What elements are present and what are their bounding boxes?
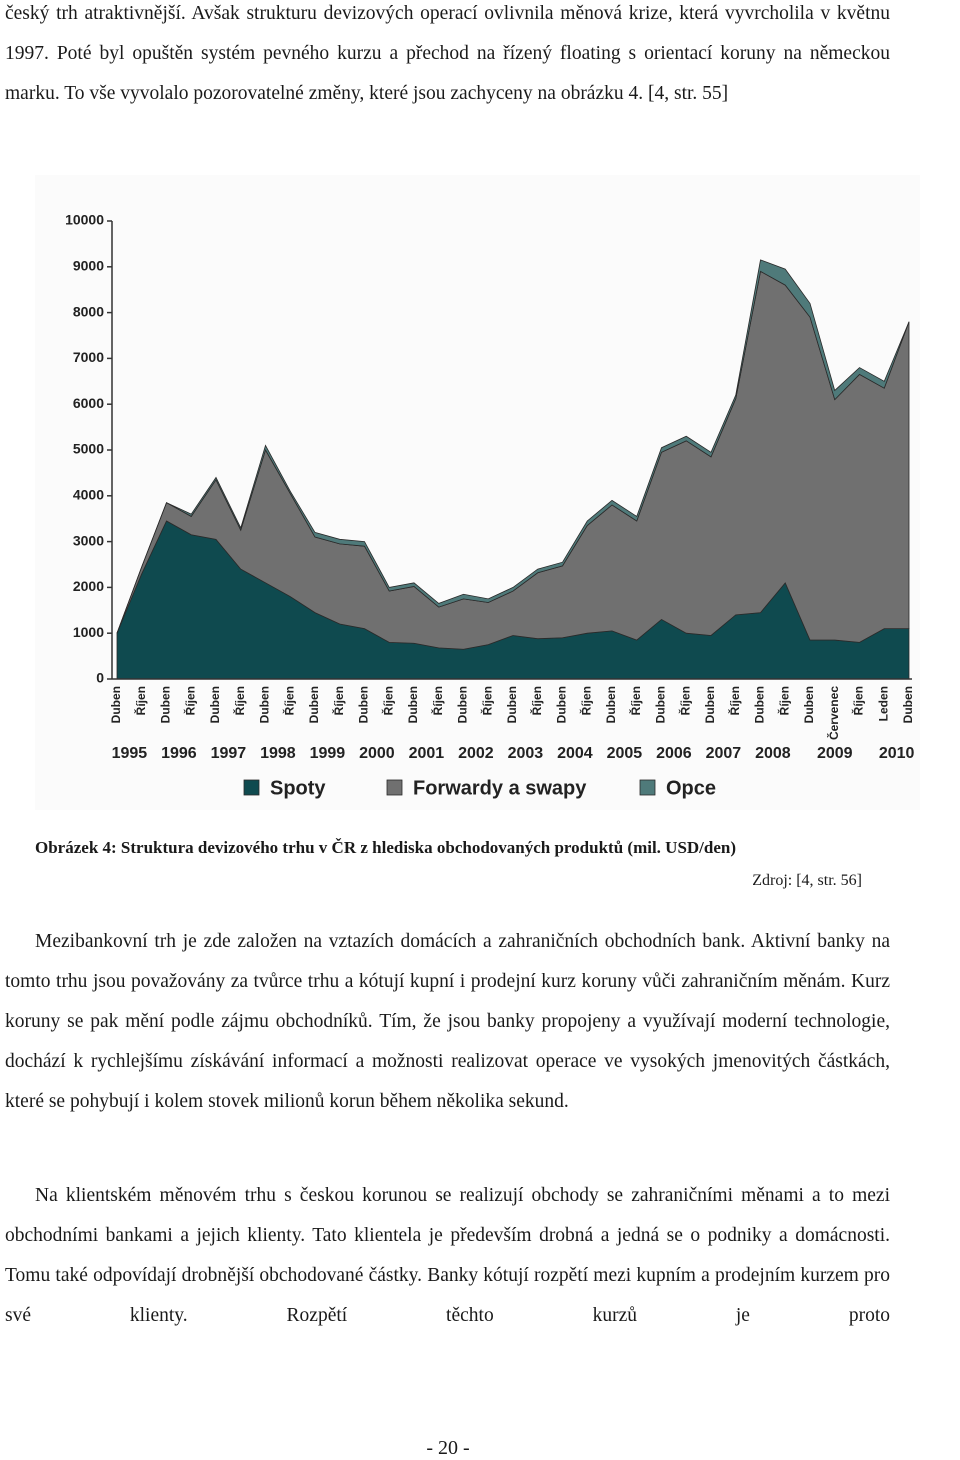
x-tick-label: Duben — [505, 686, 519, 723]
y-tick-label: 10000 — [65, 212, 104, 228]
x-tick-label: Červenec — [826, 686, 841, 740]
y-tick-label: 2000 — [73, 578, 104, 594]
x-tick-label: Říjen — [182, 686, 197, 715]
x-group-label: 1995 — [112, 745, 148, 762]
x-tick-label: Duben — [654, 686, 668, 723]
y-tick-label: 8000 — [73, 303, 104, 319]
legend-label: Opce — [666, 777, 716, 799]
x-group-label: 2002 — [458, 745, 494, 762]
y-tick-label: 0 — [96, 670, 104, 686]
x-tick-label: Duben — [456, 686, 470, 723]
y-tick-label: 9000 — [73, 258, 104, 274]
x-tick-label: Říjen — [677, 686, 692, 715]
x-group-label: 2000 — [359, 745, 395, 762]
paragraph: český trh atraktivnější. Avšak strukturu… — [5, 3, 890, 104]
x-tick-label: Říjen — [133, 686, 148, 715]
x-tick-label: Duben — [307, 686, 321, 723]
paragraph: Na klientském měnovém trhu s českou koru… — [5, 1185, 890, 1326]
x-tick-label: Říjen — [628, 686, 643, 715]
x-group-label: 1997 — [211, 745, 247, 762]
x-tick-label: Duben — [901, 686, 915, 723]
y-tick-label: 3000 — [73, 532, 104, 548]
x-tick-label: Říjen — [380, 686, 395, 715]
y-tick-label: 7000 — [73, 349, 104, 365]
x-tick-label: Říjen — [281, 686, 296, 715]
legend-swatch — [639, 779, 656, 796]
x-tick-label: Říjen — [430, 686, 445, 715]
x-tick-label: Duben — [406, 686, 420, 723]
x-tick-label: Říjen — [232, 686, 247, 715]
x-tick-label: Leden — [876, 686, 890, 721]
x-tick-label: Duben — [159, 686, 173, 723]
x-group-label: 2007 — [706, 745, 742, 762]
x-tick-label: Říjen — [479, 686, 494, 715]
x-group-label: 2005 — [607, 745, 643, 762]
y-tick-label: 4000 — [73, 487, 104, 503]
x-group-label: 2006 — [656, 745, 692, 762]
x-tick-label: Duben — [604, 686, 618, 723]
legend-label: Spoty — [270, 777, 326, 799]
x-tick-label: Duben — [357, 686, 371, 723]
x-group-label: 2008 — [755, 745, 791, 762]
x-group-label: 1996 — [161, 745, 197, 762]
area-band — [116, 259, 910, 634]
x-tick-label: Duben — [208, 686, 222, 723]
x-group-label: 2010 — [879, 745, 915, 762]
y-tick-label: 1000 — [73, 624, 104, 640]
x-tick-label: Duben — [802, 686, 816, 723]
x-tick-label: Duben — [258, 686, 272, 723]
x-tick-label: Říjen — [727, 686, 742, 715]
y-tick-label: 6000 — [73, 395, 104, 411]
x-group-label: 1998 — [260, 745, 296, 762]
x-group-label: 2001 — [409, 745, 445, 762]
chart: 0 1000 2000 3000 4000 5000 6000 7000 8000 9000 100… — [35, 175, 920, 810]
x-group-label: 2009 — [817, 745, 853, 762]
legend-swatch — [243, 779, 260, 796]
x-tick-label: Duben — [753, 686, 767, 723]
x-tick-label: Duben — [703, 686, 717, 723]
x-group-label: 2004 — [557, 745, 593, 762]
legend-swatch — [386, 779, 403, 796]
figure-caption: Obrázek 4: Struktura devizového trhu v Č… — [35, 838, 737, 857]
x-tick-label: Duben — [555, 686, 569, 723]
x-tick-label: Říjen — [578, 686, 593, 715]
legend-label: Forwardy a swapy — [413, 777, 587, 799]
x-group-label: 1999 — [310, 745, 346, 762]
x-tick-label: Duben — [109, 686, 123, 723]
paragraph: Mezibankovní trh je zde založen na vztaz… — [5, 931, 890, 1112]
x-tick-label: Říjen — [776, 686, 791, 715]
x-tick-label: Říjen — [851, 686, 866, 715]
x-tick-label: Říjen — [529, 686, 544, 715]
figure-source: Zdroj: [4, str. 56] — [752, 872, 862, 889]
y-tick-label: 5000 — [73, 441, 104, 457]
x-tick-label: Říjen — [331, 686, 346, 715]
x-group-label: 2003 — [508, 745, 544, 762]
page-number: - 20 - — [426, 1437, 470, 1459]
